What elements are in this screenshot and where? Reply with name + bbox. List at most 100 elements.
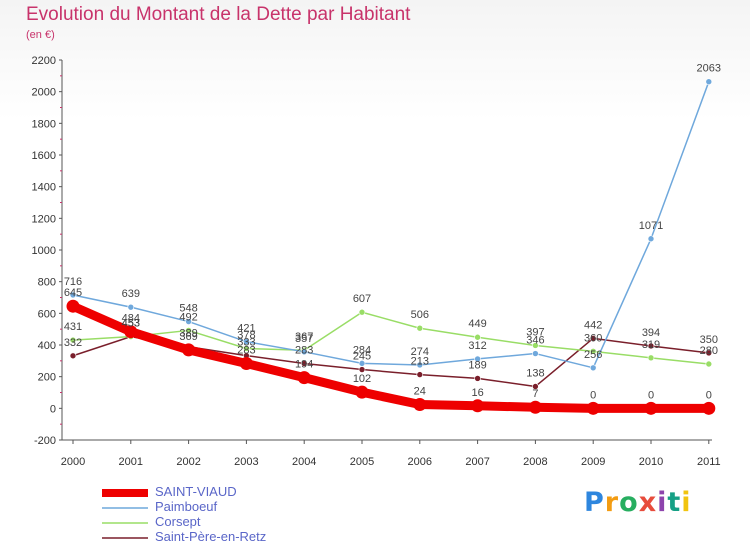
series-lines	[66, 78, 716, 415]
data-label-2-5: 607	[353, 293, 371, 305]
data-label-1-9: 256	[584, 349, 602, 361]
data-label-0-7: 16	[471, 387, 483, 399]
data-label-0-9: 0	[590, 389, 596, 401]
data-point-3-7	[474, 375, 481, 382]
data-label-0-2: 369	[179, 331, 197, 343]
data-label-3-11: 350	[700, 334, 718, 346]
x-tick-label: 2007	[465, 456, 489, 468]
y-tick-label: -200	[34, 435, 56, 447]
data-point-3-11	[705, 349, 713, 357]
data-point-0-11	[702, 401, 716, 415]
data-point-2-10	[647, 354, 655, 362]
y-tick-label: 1000	[32, 245, 56, 257]
data-label-3-0: 332	[64, 337, 82, 349]
x-tick-label: 2011	[697, 456, 721, 468]
data-label-1-0: 716	[64, 276, 82, 288]
data-point-1-10	[647, 235, 655, 243]
y-tick-label: 800	[38, 277, 56, 289]
data-point-3-4	[300, 360, 308, 367]
proxiti-logo: Proxiti	[584, 487, 692, 518]
data-label-2-4: 367	[295, 331, 313, 343]
legend-swatch-saint-viaud	[102, 489, 148, 497]
data-point-2-11	[705, 360, 713, 368]
x-tick-label: 2008	[523, 456, 547, 468]
data-point-3-10	[647, 342, 655, 350]
data-label-2-7: 449	[468, 318, 486, 330]
x-tick-label: 2003	[234, 456, 258, 468]
data-point-0-10	[644, 401, 658, 415]
y-tick-label: 600	[38, 308, 56, 320]
y-tick-label: 400	[38, 340, 56, 352]
data-label-3-10: 394	[642, 327, 660, 339]
data-point-1-5	[358, 360, 366, 367]
data-point-3-6	[416, 371, 424, 378]
data-point-0-8	[528, 400, 542, 414]
x-tick-label: 2002	[176, 456, 200, 468]
data-point-2-2	[185, 327, 192, 334]
data-label-1-2: 548	[179, 303, 197, 315]
data-label-0-6: 24	[414, 386, 426, 398]
data-labels: 645 484 369 283 194 102 24 16 7 0 0 0 716 639 548 421 35…	[64, 63, 721, 402]
data-point-1-11	[705, 78, 713, 85]
legend-label-saint-pere-en-retz: Saint-Père-en-Retz	[155, 529, 267, 544]
y-tick-label: 1200	[32, 213, 56, 225]
data-point-2-9	[589, 348, 597, 355]
data-label-0-11: 0	[706, 389, 712, 401]
data-point-1-4	[300, 348, 308, 356]
data-point-3-0	[69, 352, 77, 360]
data-label-1-7: 312	[468, 340, 486, 352]
data-point-0-3	[239, 357, 253, 371]
data-label-0-0: 645	[64, 287, 82, 299]
data-label-0-5: 102	[353, 373, 371, 385]
data-point-3-8	[532, 383, 539, 390]
data-point-2-6	[416, 324, 424, 332]
data-point-0-9	[586, 401, 600, 415]
data-point-1-3	[243, 338, 250, 345]
legend-label-paimboeuf: Paimboeuf	[155, 499, 218, 514]
logo-letter: i	[681, 487, 692, 518]
y-tick-label: 1400	[32, 182, 56, 194]
legend-label-saint-viaud: SAINT-VIAUD	[155, 484, 237, 499]
data-label-0-4: 194	[295, 359, 313, 371]
data-label-2-2: 492	[179, 311, 197, 323]
logo-letter: t	[667, 487, 682, 518]
data-point-1-9	[589, 364, 597, 372]
y-tick-label: 0	[50, 403, 56, 415]
data-label-0-8: 7	[532, 388, 538, 400]
logo-letter: i	[657, 487, 668, 518]
legend-swatch-saint-pere-en-retz	[102, 537, 148, 539]
logo-letter: r	[604, 487, 620, 518]
data-point-0-5	[355, 385, 369, 399]
x-tick-label: 2005	[350, 456, 374, 468]
data-point-1-1	[127, 303, 135, 311]
data-point-1-7	[474, 355, 481, 363]
data-label-0-3: 283	[237, 345, 255, 357]
data-point-3-5	[358, 366, 366, 373]
data-label-2-9: 360	[584, 332, 602, 344]
data-label-1-4: 357	[295, 333, 313, 345]
data-point-0-1	[124, 325, 138, 339]
data-point-1-0	[69, 291, 77, 299]
series-line-0	[68, 301, 714, 413]
logo-letter: x	[638, 487, 658, 518]
y-tick-label: 2200	[32, 55, 56, 67]
x-tick-label: 2000	[61, 456, 85, 468]
data-label-0-10: 0	[648, 389, 654, 401]
logo-letter: P	[584, 487, 605, 518]
series-line-2	[72, 311, 710, 365]
x-tick-label: 2004	[292, 456, 316, 468]
data-point-3-9	[589, 335, 597, 342]
y-tick-label: 1600	[32, 150, 56, 162]
data-point-0-7	[471, 399, 485, 413]
data-label-2-1: 453	[122, 318, 140, 330]
data-label-3-1: 453	[122, 318, 140, 330]
x-tick-label: 2006	[408, 456, 432, 468]
data-point-0-2	[182, 343, 196, 357]
data-label-1-5: 284	[353, 344, 371, 356]
y-tick-label: 200	[38, 372, 56, 384]
data-point-2-3	[243, 345, 250, 352]
data-label-3-8: 138	[526, 367, 544, 379]
data-label-3-4: 283	[295, 345, 313, 357]
